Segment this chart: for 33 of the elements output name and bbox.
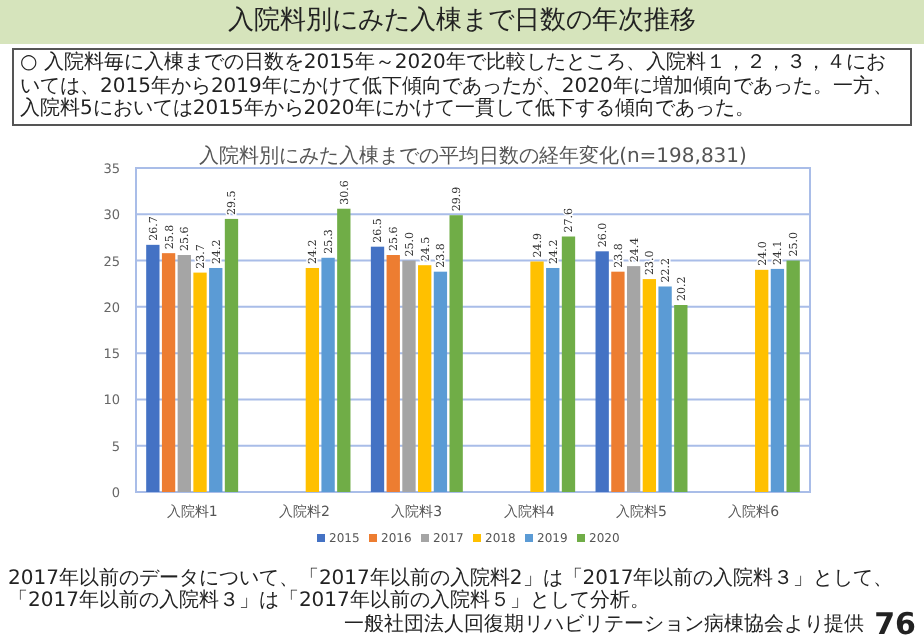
bar [674, 305, 688, 492]
bar [611, 271, 625, 492]
bar [337, 208, 351, 492]
bar [177, 255, 191, 492]
bar [305, 267, 320, 492]
bar [321, 257, 335, 492]
bar [449, 215, 463, 492]
bar [658, 286, 672, 492]
bar [193, 272, 207, 492]
bar [642, 279, 657, 492]
bar [433, 271, 448, 492]
bar [386, 255, 400, 492]
bar [209, 267, 223, 492]
bar [770, 268, 785, 492]
bar [595, 251, 609, 492]
bar [161, 253, 176, 492]
text: 76 [874, 606, 916, 640]
chart-subtitle: 入院料別にみた入棟までの平均日数の経年変化(n=198,831) [199, 144, 748, 168]
bar [402, 260, 416, 492]
bar [530, 261, 544, 492]
bar [786, 260, 800, 492]
bar [546, 267, 560, 492]
bar [418, 265, 432, 492]
bar [755, 269, 769, 492]
text: 一般社団法人回復期リハビリテーション病棟協会より提供 [344, 614, 864, 638]
chart-title: 入院料別にみた入棟まで日数の年次推移 [0, 0, 924, 44]
text: 2017年以前のデータについて、「2017年以前の入院料2」は「2017年以前の入院料３」として、「2017年以前の入院料３」は「2017年以前の入院料５」として分析。 [8, 568, 894, 612]
bar [146, 244, 160, 492]
bar [224, 218, 239, 492]
bar [370, 246, 385, 492]
bar [561, 236, 576, 492]
bar [626, 266, 641, 492]
text: ○ 入院料毎に入棟までの日数を2015年～2020年で比較したところ、入院料１，２，３，４においては、2015年から2019年にかけて低下傾向であったが、2020年に増加傾向であった。一方、入院料5においては2015年から2020年にかけて一貫して低下する傾向であった。 [12, 48, 912, 125]
